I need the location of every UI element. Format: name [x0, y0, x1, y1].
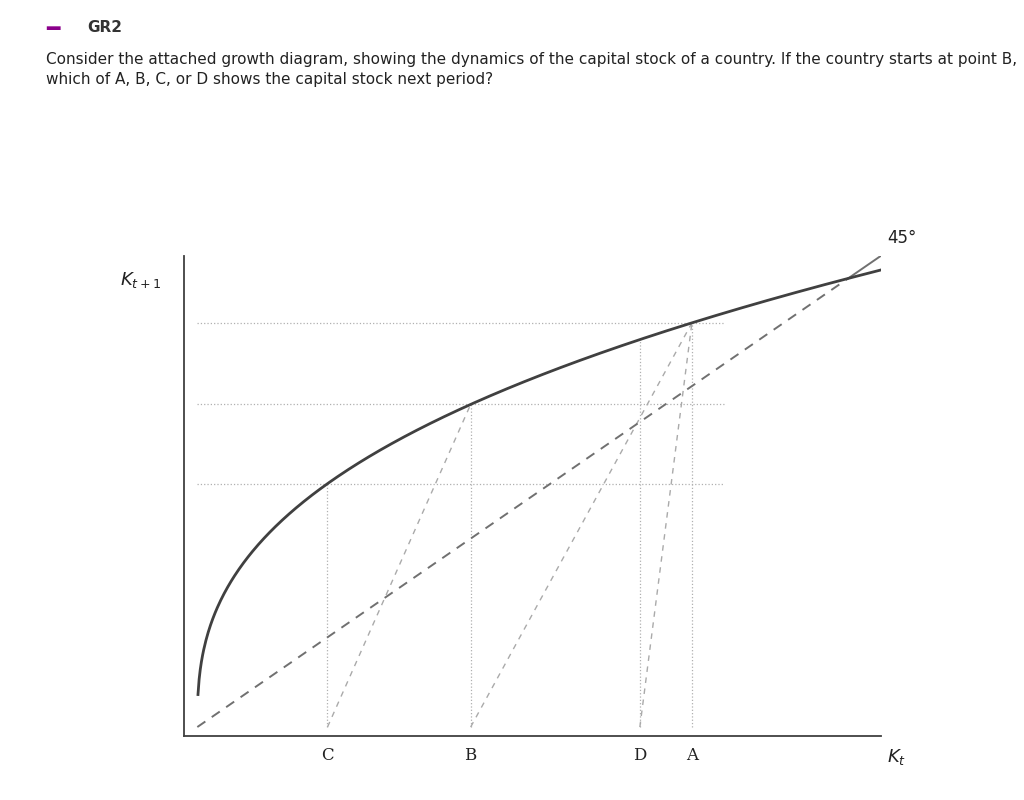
Text: C: C — [322, 747, 334, 764]
Text: $K_t$: $K_t$ — [887, 747, 906, 767]
Text: 45°: 45° — [887, 229, 916, 247]
Text: GR2: GR2 — [87, 20, 122, 35]
Text: Consider the attached growth diagram, showing the dynamics of the capital stock : Consider the attached growth diagram, sh… — [46, 52, 1017, 67]
Text: ━: ━ — [46, 20, 59, 40]
Text: A: A — [686, 747, 698, 764]
Text: which of A, B, C, or D shows the capital stock next period?: which of A, B, C, or D shows the capital… — [46, 72, 494, 87]
Text: $K_{t+1}$: $K_{t+1}$ — [121, 270, 162, 290]
Text: D: D — [633, 747, 646, 764]
Text: B: B — [465, 747, 477, 764]
